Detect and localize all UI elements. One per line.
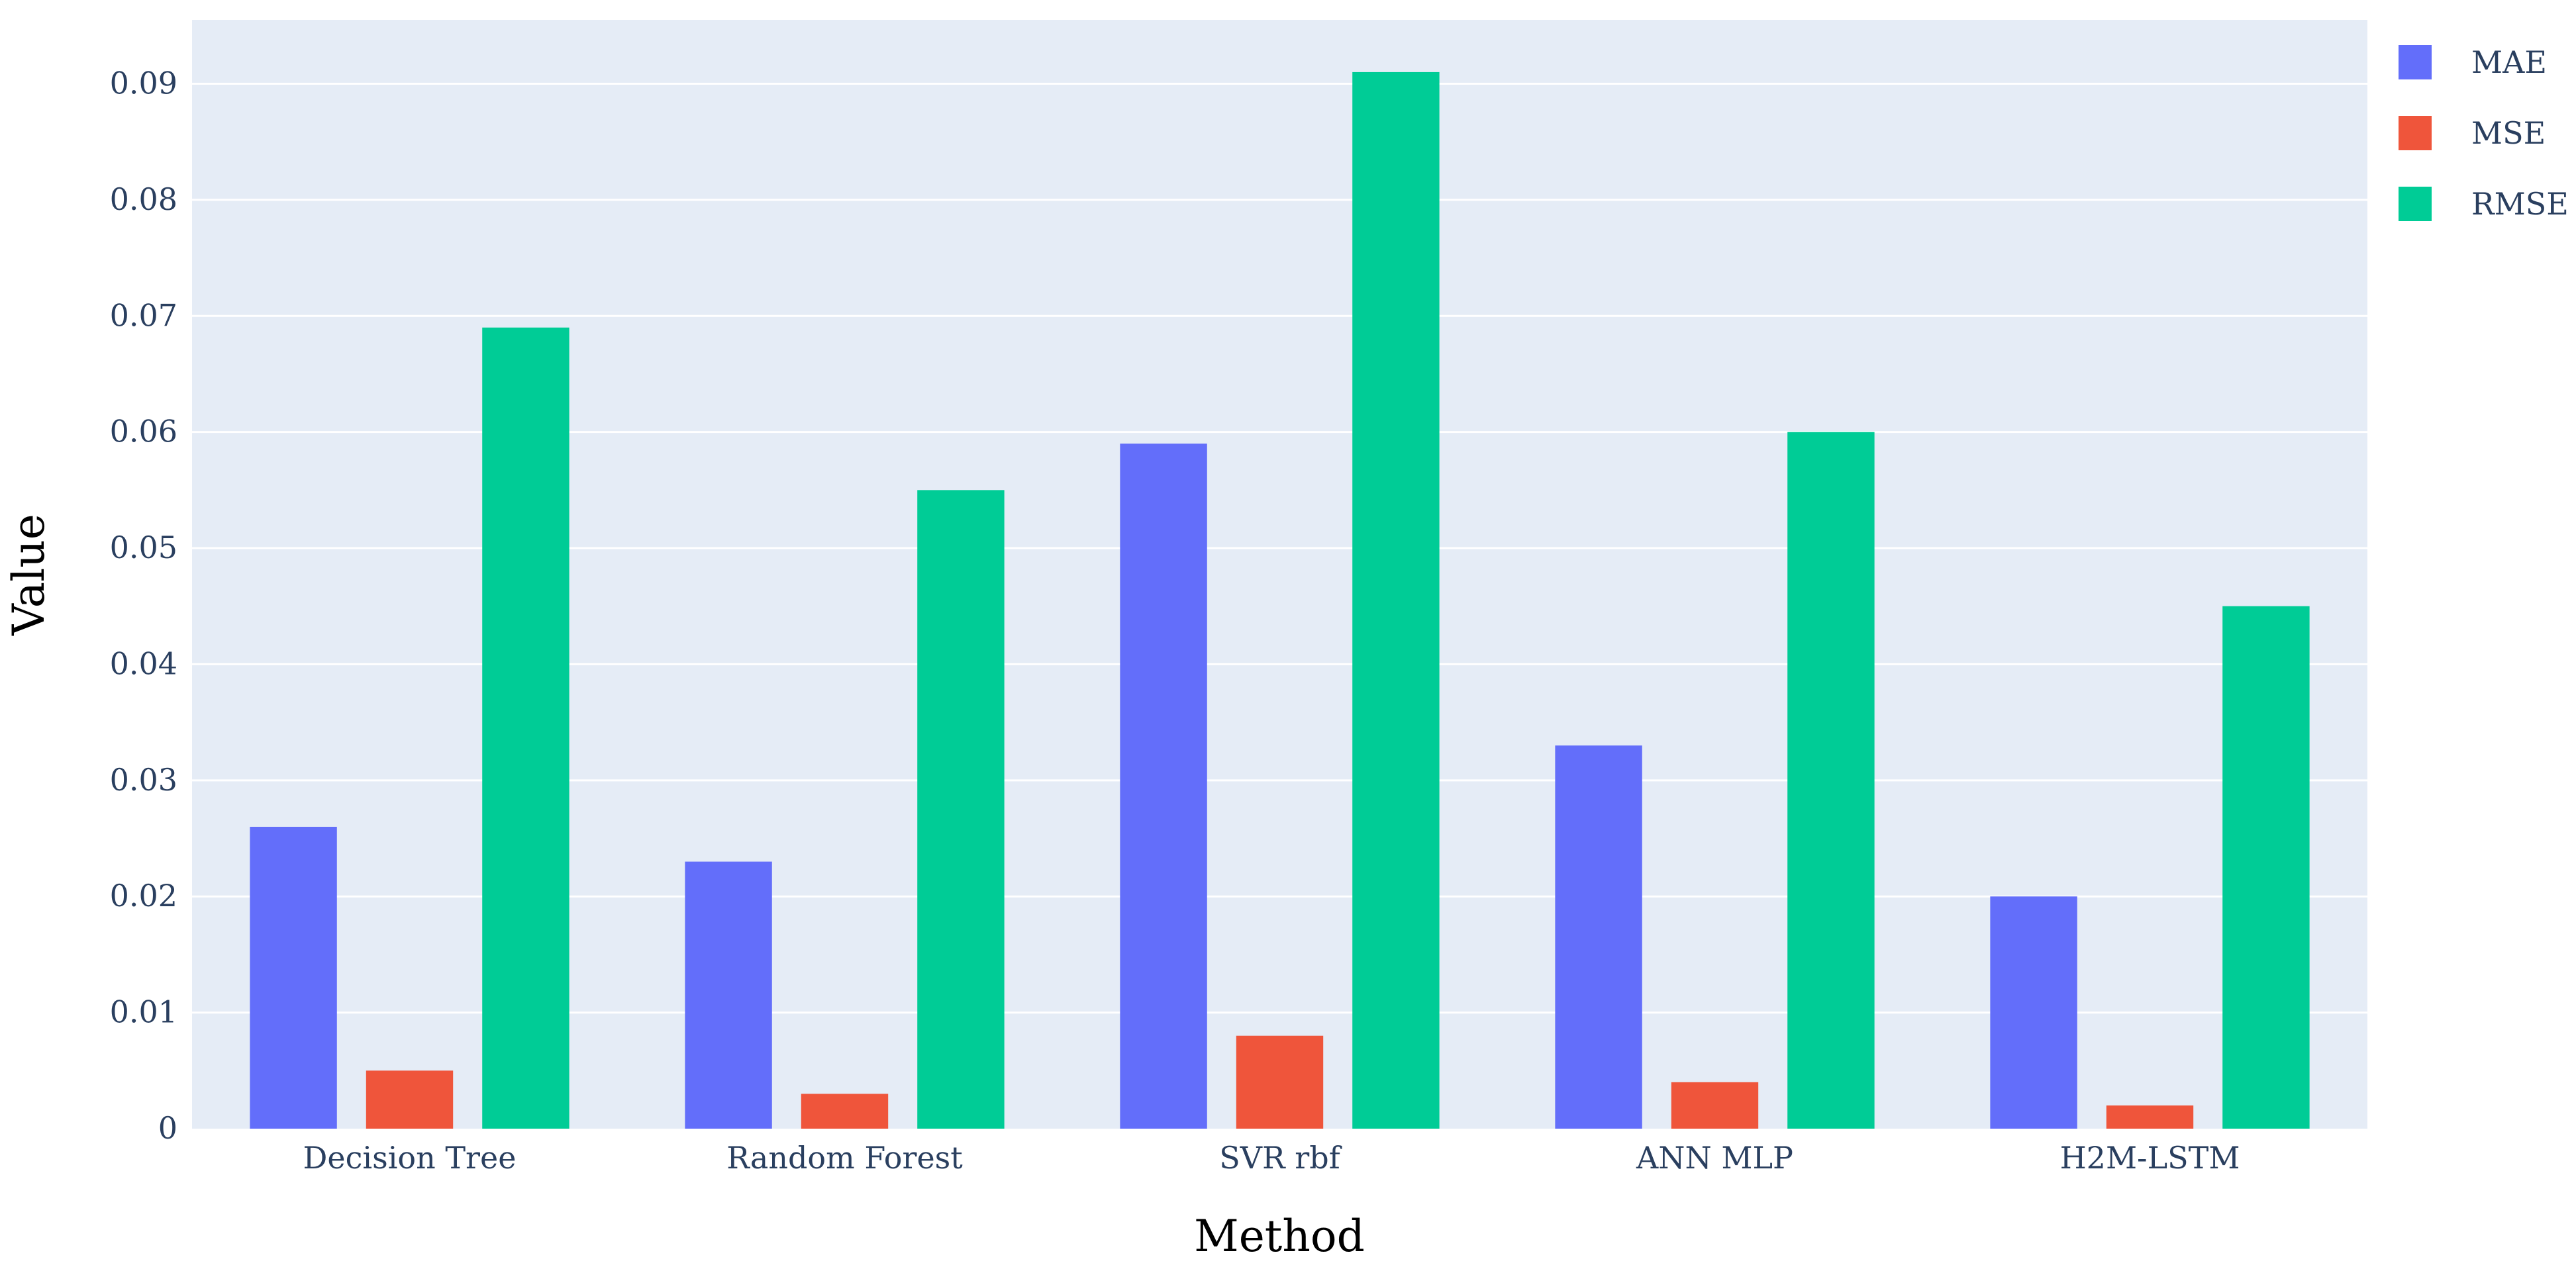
y-tick-label: 0.08 [110, 181, 177, 217]
bar-rmse [1787, 432, 1875, 1129]
x-tick-label: ANN MLP [1636, 1140, 1793, 1176]
legend: MAE MSE RMSE [2399, 44, 2569, 222]
y-tick-label: 0.03 [110, 762, 177, 798]
y-tick-label: 0.04 [110, 645, 177, 681]
bar-mse [1236, 1035, 1324, 1129]
bar-rmse [917, 490, 1005, 1129]
x-tick-labels: Decision Tree Random Forest SVR rbf ANN MLP… [303, 1140, 2240, 1176]
x-axis-title: Method [1194, 1211, 1365, 1262]
legend-label-mse: MSE [2471, 115, 2546, 151]
y-tick-label: 0.06 [110, 414, 177, 449]
y-axis-title: Value [3, 514, 54, 636]
legend-swatch-mse [2399, 116, 2432, 150]
bars [250, 71, 2310, 1129]
legend-swatch-rmse [2399, 187, 2432, 221]
bar-mse [1671, 1082, 1759, 1129]
bar-mse [801, 1094, 889, 1129]
x-tick-label: Random Forest [726, 1140, 963, 1176]
bar-rmse [2222, 606, 2310, 1129]
bar-mse [2106, 1105, 2194, 1129]
x-tick-label: SVR rbf [1219, 1140, 1342, 1176]
bar-rmse [482, 327, 570, 1129]
y-tick-label: 0.01 [110, 994, 177, 1030]
bar-mae [250, 826, 337, 1129]
y-tick-label: 0.02 [110, 878, 177, 914]
y-tick-label: 0.09 [110, 65, 177, 101]
y-tick-label: 0.07 [110, 297, 177, 333]
bar-mae [1555, 745, 1642, 1129]
bar-mse [366, 1070, 454, 1129]
x-tick-label: Decision Tree [303, 1140, 517, 1176]
legend-swatch-mae [2399, 45, 2432, 79]
bar-rmse [1352, 71, 1440, 1129]
y-tick-labels: 0 0.01 0.02 0.03 0.04 0.05 0.06 0.07 0.08 0.09 [110, 65, 177, 1146]
bar-mae [1990, 896, 2077, 1129]
y-tick-label: 0 [158, 1110, 177, 1146]
legend-label-mae: MAE [2471, 44, 2547, 80]
y-tick-label: 0.05 [110, 530, 177, 565]
legend-label-rmse: RMSE [2471, 186, 2569, 222]
x-tick-label: H2M-LSTM [2060, 1140, 2240, 1176]
bar-mae [685, 861, 772, 1129]
bar-mae [1120, 444, 1207, 1129]
